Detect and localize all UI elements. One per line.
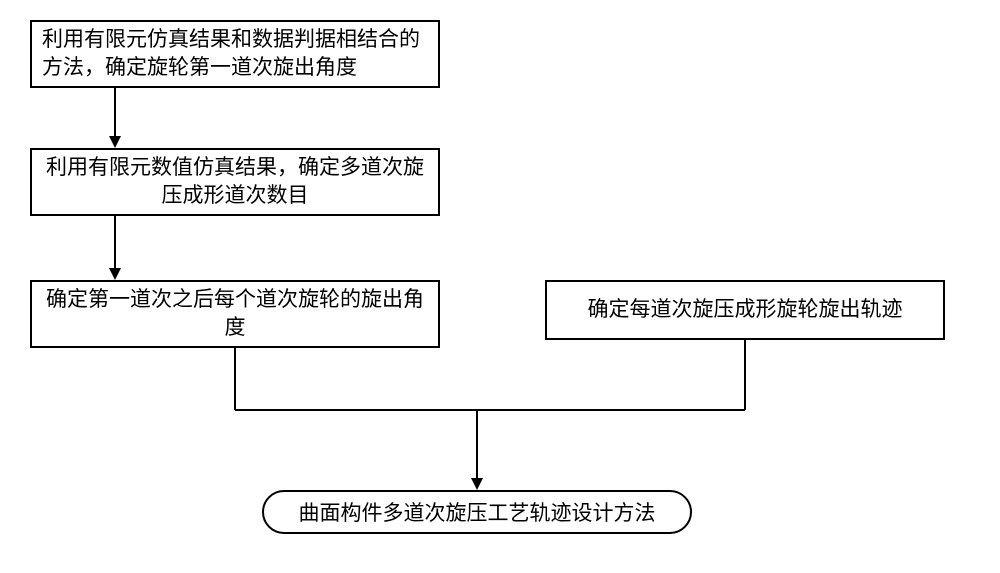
step-1-box: 利用有限元仿真结果和数据判据相结合的方法，确定旋轮第一道次旋出角度 (30, 20, 440, 88)
terminal-box: 曲面构件多道次旋压工艺轨迹设计方法 (262, 490, 692, 534)
step-2-text: 利用有限元数值仿真结果，确定多道次旋压成形道次数目 (42, 154, 428, 211)
terminal-text: 曲面构件多道次旋压工艺轨迹设计方法 (299, 497, 656, 527)
step-2-box: 利用有限元数值仿真结果，确定多道次旋压成形道次数目 (30, 148, 440, 216)
step-1-text: 利用有限元仿真结果和数据判据相结合的方法，确定旋轮第一道次旋出角度 (42, 26, 428, 83)
step-3-box: 确定第一道次之后每个道次旋轮的旋出角度 (30, 280, 440, 348)
step-3-text: 确定第一道次之后每个道次旋轮的旋出角度 (42, 286, 428, 343)
step-4-box: 确定每道次旋压成形旋轮旋出轨迹 (545, 280, 945, 340)
step-4-text: 确定每道次旋压成形旋轮旋出轨迹 (588, 296, 903, 324)
